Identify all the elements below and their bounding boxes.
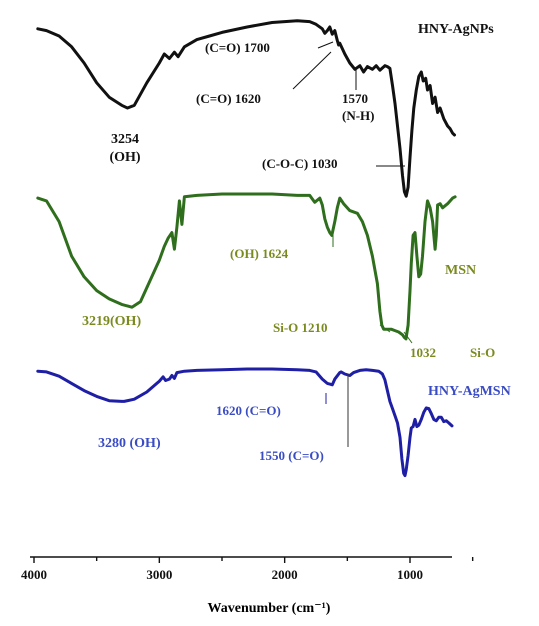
series-line-hny-agmsn bbox=[36, 367, 454, 478]
peak-annotation: Si-O 1210 bbox=[273, 320, 328, 335]
annotation-labels: HNY-AgNPs (C=O) 1700 (C=O) 1620 1570 (N-H) 32… bbox=[82, 22, 511, 463]
legend-label: MSN bbox=[445, 263, 476, 278]
series-line-msn bbox=[36, 192, 457, 341]
annotation-leader-lines bbox=[292, 41, 413, 447]
x-axis: 4000 3000 2000 1000 bbox=[21, 556, 474, 582]
x-tick-label: 3000 bbox=[146, 567, 172, 582]
peak-annotation: 3254 bbox=[111, 132, 139, 147]
x-tick-label: 4000 bbox=[21, 567, 47, 582]
x-axis-ticks: 4000 3000 2000 1000 bbox=[21, 557, 474, 582]
peak-annotation: (N-H) bbox=[342, 108, 375, 123]
peak-annotation: (C=O) 1620 bbox=[196, 91, 261, 106]
legend-label: HNY-AgMSN bbox=[428, 384, 511, 399]
peak-annotation: 1550 (C=O) bbox=[259, 448, 324, 463]
series-line-hny-agnps bbox=[36, 19, 456, 198]
legend-label: HNY-AgNPs bbox=[418, 22, 494, 37]
x-tick-label: 1000 bbox=[397, 567, 423, 582]
peak-annotation: (OH) bbox=[109, 150, 140, 165]
peak-annotation: Si-O bbox=[470, 345, 495, 360]
peak-annotation: (C-O-C) 1030 bbox=[262, 156, 337, 171]
x-tick-label: 2000 bbox=[272, 567, 298, 582]
x-axis-title: Wavenumber (cm⁻¹) bbox=[208, 601, 331, 616]
peak-annotation: 1570 bbox=[342, 91, 368, 106]
peak-annotation: 1032 bbox=[410, 345, 436, 360]
peak-annotation: 3280 (OH) bbox=[98, 436, 161, 451]
annotation-leader bbox=[292, 51, 332, 90]
annotation-leader bbox=[379, 324, 391, 333]
peak-annotation: 1620 (C=O) bbox=[216, 403, 281, 418]
peak-annotation: 3219(OH) bbox=[82, 314, 141, 329]
annotation-leader bbox=[317, 41, 334, 49]
annotation-leader bbox=[403, 331, 413, 344]
spectra-group bbox=[36, 19, 457, 478]
peak-annotation: (OH) 1624 bbox=[230, 246, 289, 261]
peak-annotation: (C=O) 1700 bbox=[205, 40, 270, 55]
